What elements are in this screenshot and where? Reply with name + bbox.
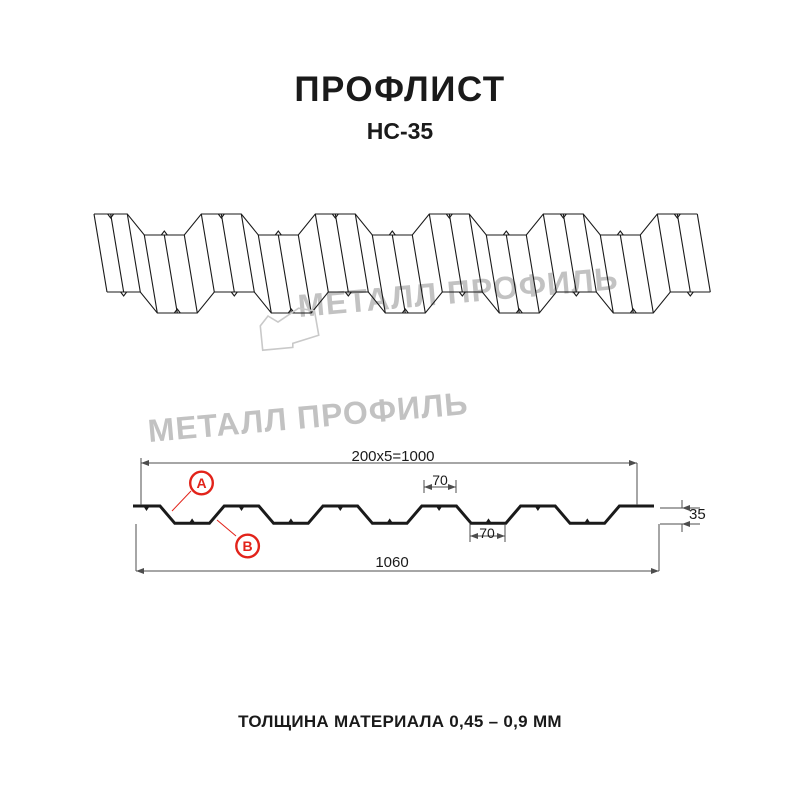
svg-text:70: 70 <box>479 525 495 541</box>
svg-text:35: 35 <box>689 506 706 523</box>
svg-text:B: B <box>243 538 253 554</box>
svg-text:200x5=1000: 200x5=1000 <box>352 448 435 465</box>
svg-text:70: 70 <box>432 472 448 488</box>
svg-text:A: A <box>196 475 206 491</box>
svg-text:1060: 1060 <box>375 554 408 571</box>
